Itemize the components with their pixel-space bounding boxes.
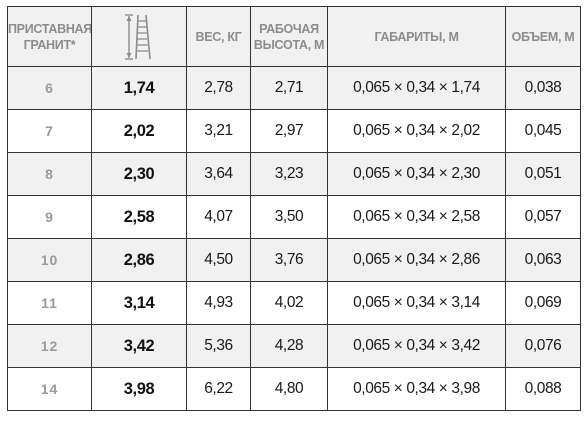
- table-header: ПРИСТАВНАЯ ГРАНИТ*: [7, 6, 581, 67]
- ladder-spec-table: ПРИСТАВНАЯ ГРАНИТ*: [7, 6, 581, 411]
- cell-model: 8: [7, 152, 92, 196]
- cell-dimensions: 0,065 × 0,34 × 2,30: [327, 152, 506, 196]
- header-weight-label: ВЕС, КГ: [195, 29, 242, 44]
- cell-volume: 0,038: [505, 66, 581, 110]
- table-row: 9 2,58 4,07 3,50 0,065 × 0,34 × 2,58 0,0…: [7, 195, 581, 239]
- cell-work-height: 3,50: [250, 195, 328, 239]
- table-row: 14 3,98 6,22 4,80 0,065 × 0,34 × 3,98 0,…: [7, 367, 581, 411]
- cell-weight: 2,78: [186, 66, 251, 110]
- cell-volume: 0,069: [505, 281, 581, 325]
- cell-dimensions: 0,065 × 0,34 × 3,98: [327, 367, 506, 411]
- cell-work-height: 3,76: [250, 238, 328, 282]
- cell-volume: 0,063: [505, 238, 581, 282]
- cell-model: 6: [7, 66, 92, 110]
- table-row: 7 2,02 3,21 2,97 0,065 × 0,34 × 2,02 0,0…: [7, 109, 581, 153]
- cell-dimensions: 0,065 × 0,34 × 3,42: [327, 324, 506, 368]
- cell-volume: 0,076: [505, 324, 581, 368]
- cell-dimensions: 0,065 × 0,34 × 2,58: [327, 195, 506, 239]
- cell-length: 2,58: [91, 195, 187, 239]
- cell-length: 2,30: [91, 152, 187, 196]
- cell-model: 11: [7, 281, 92, 325]
- cell-weight: 3,64: [186, 152, 251, 196]
- cell-dimensions: 0,065 × 0,34 × 2,86: [327, 238, 506, 282]
- table-row: 6 1,74 2,78 2,71 0,065 × 0,34 × 1,74 0,0…: [7, 66, 581, 110]
- cell-volume: 0,057: [505, 195, 581, 239]
- cell-weight: 3,21: [186, 109, 251, 153]
- cell-work-height: 3,23: [250, 152, 328, 196]
- cell-model: 7: [7, 109, 92, 153]
- header-dimensions: ГАБАРИТЫ, М: [327, 6, 506, 67]
- cell-weight: 6,22: [186, 367, 251, 411]
- cell-model: 14: [7, 367, 92, 411]
- table-body: 6 1,74 2,78 2,71 0,065 × 0,34 × 1,74 0,0…: [7, 66, 581, 411]
- cell-length: 1,74: [91, 66, 187, 110]
- cell-work-height: 4,28: [250, 324, 328, 368]
- cell-length: 2,02: [91, 109, 187, 153]
- cell-volume: 0,088: [505, 367, 581, 411]
- header-work-height: РАБОЧАЯ ВЫСОТА, М: [250, 6, 328, 67]
- table-row: 12 3,42 5,36 4,28 0,065 × 0,34 × 3,42 0,…: [7, 324, 581, 368]
- header-model: ПРИСТАВНАЯ ГРАНИТ*: [7, 6, 92, 67]
- table-row: 11 3,14 4,93 4,02 0,065 × 0,34 × 3,14 0,…: [7, 281, 581, 325]
- cell-model: 9: [7, 195, 92, 239]
- header-row: ПРИСТАВНАЯ ГРАНИТ*: [7, 6, 581, 67]
- cell-length: 3,42: [91, 324, 187, 368]
- header-dimensions-label: ГАБАРИТЫ, М: [374, 29, 459, 44]
- cell-weight: 5,36: [186, 324, 251, 368]
- cell-length: 3,98: [91, 367, 187, 411]
- table-row: 8 2,30 3,64 3,23 0,065 × 0,34 × 2,30 0,0…: [7, 152, 581, 196]
- header-model-label: ПРИСТАВНАЯ ГРАНИТ*: [8, 21, 92, 52]
- cell-weight: 4,93: [186, 281, 251, 325]
- cell-length: 3,14: [91, 281, 187, 325]
- header-length: [91, 6, 187, 67]
- header-volume-label: ОБЪЕМ, М: [511, 29, 575, 44]
- cell-dimensions: 0,065 × 0,34 × 2,02: [327, 109, 506, 153]
- cell-dimensions: 0,065 × 0,34 × 1,74: [327, 66, 506, 110]
- header-volume: ОБЪЕМ, М: [505, 6, 581, 67]
- cell-weight: 4,07: [186, 195, 251, 239]
- cell-work-height: 2,71: [250, 66, 328, 110]
- cell-volume: 0,045: [505, 109, 581, 153]
- cell-weight: 4,50: [186, 238, 251, 282]
- ladder-height-icon: [125, 13, 151, 60]
- cell-length: 2,86: [91, 238, 187, 282]
- cell-volume: 0,051: [505, 152, 581, 196]
- cell-dimensions: 0,065 × 0,34 × 3,14: [327, 281, 506, 325]
- cell-model: 12: [7, 324, 92, 368]
- cell-model: 10: [7, 238, 92, 282]
- table-row: 10 2,86 4,50 3,76 0,065 × 0,34 × 2,86 0,…: [7, 238, 581, 282]
- cell-work-height: 4,02: [250, 281, 328, 325]
- header-work-height-label: РАБОЧАЯ ВЫСОТА, М: [253, 21, 325, 52]
- cell-work-height: 4,80: [250, 367, 328, 411]
- cell-work-height: 2,97: [250, 109, 328, 153]
- header-weight: ВЕС, КГ: [186, 6, 251, 67]
